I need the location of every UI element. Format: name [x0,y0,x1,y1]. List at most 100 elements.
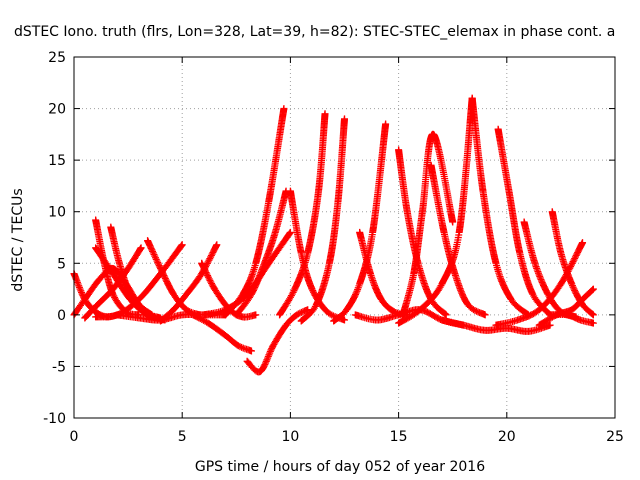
plus-marker [266,348,274,356]
plus-marker [579,239,587,247]
plus-marker [571,254,579,262]
plus-marker [265,351,273,359]
plus-marker [151,252,159,260]
plus-marker [382,120,390,128]
x-tick-label: 0 [70,429,79,445]
data-points [70,94,597,376]
plus-marker [562,270,570,278]
plus-marker [570,285,578,293]
plus-marker [288,290,296,298]
plus-marker [568,259,576,267]
plus-marker [569,283,577,291]
plus-marker [78,288,86,296]
data-series [351,306,468,329]
data-series [297,115,348,325]
plus-marker [204,258,212,266]
plus-marker [562,272,570,280]
plus-marker [205,275,213,283]
plus-marker [566,264,574,272]
plus-marker [152,255,160,263]
plus-marker [351,292,359,300]
y-tick-label: -5 [52,359,66,375]
plus-marker [205,256,213,264]
plus-marker [310,288,318,296]
plus-marker [149,247,157,255]
plus-marker [204,272,212,280]
plus-marker [207,253,215,261]
y-tick-label: 10 [48,205,66,221]
plus-marker [264,352,272,360]
plus-marker [263,356,271,364]
plus-marker [148,246,156,254]
plus-marker [588,310,596,318]
tick-labels: 0 5 10 15 20 25 -10 -5 0 5 10 15 20 25 [43,50,624,445]
x-tick-label: 5 [178,429,187,445]
data-series [546,310,597,327]
grid-lines [74,57,615,418]
chart-title: dSTEC Iono. truth (flrs, Lon=328, Lat=39… [14,24,615,40]
data-series [276,110,329,319]
plus-marker [565,266,573,274]
plus-marker [207,252,215,260]
y-tick-label: -10 [43,411,66,427]
plus-marker [588,286,596,294]
plus-marker [195,314,203,322]
plus-marker [238,343,246,351]
plus-marker [236,343,244,351]
plus-marker [201,267,209,275]
plus-marker [589,285,597,293]
plus-marker [460,321,468,329]
plus-marker [289,288,297,296]
plus-marker [309,287,317,295]
plus-marker [149,249,157,257]
plus-marker [341,316,348,324]
plus-marker [352,290,360,298]
x-tick-label: 25 [606,429,624,445]
plus-marker [262,357,270,365]
plus-marker [252,311,260,319]
plus-marker [206,255,214,263]
plus-marker [321,110,329,118]
plus-marker [294,310,302,318]
data-series [157,241,221,325]
plus-marker [471,306,479,314]
plus-marker [564,267,572,275]
plus-marker [563,269,571,277]
plus-marker [247,347,255,355]
x-tick-label: 20 [498,429,516,445]
data-series [81,244,145,322]
plus-marker [328,311,336,319]
plus-marker [154,259,162,267]
plus-marker [589,319,597,327]
data-series [221,105,288,319]
y-axis-label: dSTEC / TECUs [10,188,26,291]
plus-marker [151,254,159,262]
axis-ticks [73,56,616,419]
plus-marker [570,256,578,264]
plus-marker [286,228,294,236]
data-series [399,130,457,319]
plus-marker [442,311,450,319]
plus-marker [207,278,215,286]
plus-marker [567,261,575,269]
plus-marker [153,257,161,265]
x-tick-label: 15 [390,429,408,445]
data-series [243,306,312,376]
plus-marker [473,307,481,315]
x-axis-label: GPS time / hours of day 052 of year 2016 [195,459,485,475]
y-tick-label: 25 [48,50,66,66]
y-tick-label: 5 [57,256,66,272]
plus-marker [77,287,85,295]
plus-marker [137,244,145,252]
plus-marker [567,263,575,271]
plus-marker [234,342,242,350]
plus-marker [206,276,214,284]
plus-marker [571,253,579,261]
y-tick-label: 15 [48,153,66,169]
y-tick-label: 20 [48,102,66,118]
plus-marker [261,361,269,369]
plus-marker [202,269,210,277]
plus-marker [262,359,270,367]
data-series [492,239,587,329]
plus-marker [341,115,348,123]
